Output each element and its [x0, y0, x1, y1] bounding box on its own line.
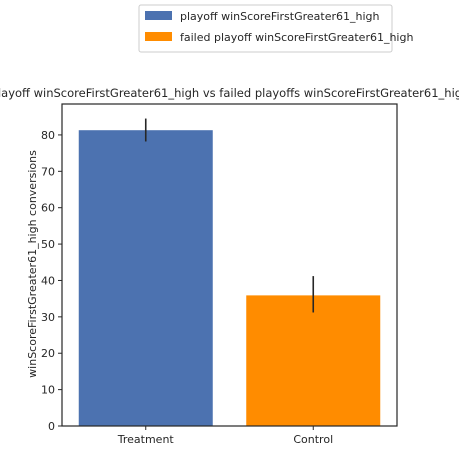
plot-frame [61, 103, 398, 427]
legend-swatch-control [145, 32, 172, 41]
x-tick-label-control: Control [293, 433, 333, 446]
legend-swatch-treatment [145, 11, 172, 20]
legend-frame [138, 4, 393, 53]
bar-control [246, 295, 381, 426]
legend: playoff winScoreFirstGreater61_high fail… [138, 4, 413, 53]
y-tick-label: 20 [41, 347, 55, 360]
y-tick-label: 80 [41, 129, 55, 142]
bars-layer [78, 130, 381, 427]
y-tick-label: 0 [48, 420, 55, 433]
y-axis-label: winScoreFirstGreater61_high conversions [26, 150, 39, 378]
y-axis-ticks: 0 10 20 30 40 50 60 70 80 [41, 129, 62, 433]
y-tick-label: 70 [41, 165, 55, 178]
x-axis-ticks: Treatment Control [117, 426, 333, 446]
y-tick-label: 10 [41, 384, 55, 397]
y-tick-label: 30 [41, 311, 55, 324]
legend-label-control: failed playoff winScoreFirstGreater61_hi… [180, 31, 413, 44]
y-tick-label: 50 [41, 238, 55, 251]
error-bars-layer [144, 118, 315, 313]
x-tick-label-treatment: Treatment [117, 433, 175, 446]
legend-label-treatment: playoff winScoreFirstGreater61_high [180, 10, 380, 23]
chart-title: playoff winScoreFirstGreater61_high vs f… [0, 86, 459, 100]
bar-treatment [78, 130, 213, 427]
y-tick-label: 60 [41, 202, 55, 215]
y-tick-label: 40 [41, 274, 55, 287]
